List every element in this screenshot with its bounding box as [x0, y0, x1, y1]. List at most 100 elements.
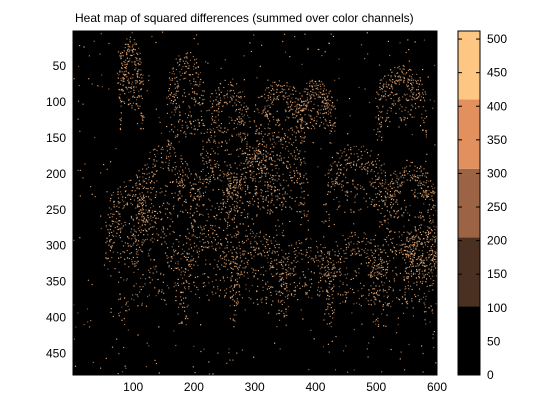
heat-pixel — [249, 232, 251, 235]
heat-pixel — [263, 167, 265, 169]
heat-pixel — [176, 172, 179, 174]
heat-pixel — [151, 233, 153, 236]
heat-pixel — [181, 185, 184, 187]
heat-pixel — [299, 118, 301, 120]
heat-pixel — [134, 195, 136, 197]
heat-pixel — [422, 254, 424, 256]
heat-pixel — [197, 288, 199, 291]
heat-pixel — [156, 233, 158, 235]
heat-pixel — [148, 209, 150, 211]
heat-pixel — [122, 196, 124, 198]
heat-pixel — [265, 156, 267, 158]
heat-pixel — [432, 289, 434, 291]
heat-pixel — [352, 163, 355, 165]
heat-pixel — [111, 234, 114, 236]
heat-pixel — [223, 97, 225, 99]
heat-pixel — [293, 163, 295, 165]
heat-pixel — [156, 170, 158, 172]
heat-pixel — [168, 143, 170, 145]
heat-pixel — [283, 197, 285, 199]
heat-pixel — [292, 101, 294, 104]
heat-pixel — [267, 127, 269, 129]
heat-pixel — [282, 147, 284, 149]
heat-pixel — [342, 301, 344, 303]
heat-pixel — [140, 277, 142, 279]
heat-pixel — [281, 85, 283, 87]
heat-pixel — [311, 124, 313, 126]
heat-pixel — [417, 295, 419, 297]
heat-pixel — [317, 265, 319, 267]
heat-pixel — [224, 161, 226, 163]
heat-pixel — [202, 119, 204, 121]
heat-pixel — [286, 269, 288, 271]
heat-pixel — [276, 234, 278, 236]
heat-pixel — [348, 244, 350, 246]
heat-pixel — [215, 122, 217, 124]
heat-pixel — [412, 259, 414, 261]
heat-pixel — [240, 273, 242, 275]
heat-pixel — [215, 110, 217, 112]
heat-pixel — [303, 137, 305, 139]
heat-pixel — [350, 254, 352, 256]
heat-pixel — [297, 98, 299, 100]
heat-pixel — [419, 211, 421, 213]
heat-pixel — [369, 274, 371, 276]
heat-pixel — [242, 267, 244, 269]
heat-pixel — [375, 133, 377, 135]
heat-pixel — [306, 93, 308, 95]
heat-pixel — [409, 257, 411, 259]
heat-pixel — [199, 196, 201, 198]
heat-pixel — [247, 162, 249, 164]
heat-pixel — [430, 222, 432, 224]
heat-pixel — [174, 282, 176, 284]
heat-pixel — [237, 273, 240, 275]
heat-pixel — [189, 111, 191, 113]
heat-pixel — [268, 133, 270, 135]
heat-pixel — [194, 235, 196, 237]
heat-pixel — [350, 209, 352, 211]
heat-pixel — [357, 247, 359, 249]
heat-pixel — [152, 210, 154, 212]
heat-pixel — [272, 88, 274, 90]
heat-pixel — [331, 181, 333, 183]
heat-pixel — [377, 325, 379, 327]
heat-pixel — [294, 290, 296, 292]
heat-pixel — [234, 310, 236, 312]
heat-pixel — [393, 209, 395, 211]
heat-pixel — [172, 181, 174, 183]
heat-pixel — [199, 213, 201, 215]
heat-pixel — [177, 194, 179, 196]
heat-pixel — [419, 238, 421, 240]
heat-pixel — [316, 247, 319, 249]
heat-pixel — [269, 213, 271, 215]
heat-pixel — [251, 218, 253, 220]
heat-pixel — [179, 79, 181, 81]
heat-pixel — [276, 136, 278, 138]
heat-pixel — [145, 305, 148, 307]
heat-pixel — [282, 89, 284, 91]
heat-pixel — [405, 254, 407, 256]
heat-pixel — [225, 263, 227, 266]
heat-pixel — [431, 185, 433, 187]
heat-pixel — [118, 74, 120, 76]
heat-pixel — [313, 103, 315, 105]
heat-pixel — [265, 175, 267, 177]
heat-pixel — [302, 109, 304, 111]
heat-pixel — [396, 93, 398, 95]
heat-pixel — [258, 247, 260, 249]
heat-pixel — [300, 124, 302, 126]
heat-pixel — [406, 84, 408, 86]
heat-pixel — [202, 286, 205, 288]
heat-pixel — [300, 224, 302, 226]
heat-pixel — [188, 248, 190, 250]
heat-pixel — [313, 258, 315, 260]
heat-pixel — [367, 300, 369, 302]
heat-pixel — [218, 206, 220, 208]
heat-pixel — [433, 331, 435, 333]
heat-pixel — [141, 122, 143, 124]
heat-pixel — [325, 281, 327, 283]
heat-pixel — [299, 92, 301, 94]
heat-pixel — [262, 156, 264, 158]
heat-pixel — [223, 280, 225, 282]
heat-pixel — [207, 240, 209, 243]
